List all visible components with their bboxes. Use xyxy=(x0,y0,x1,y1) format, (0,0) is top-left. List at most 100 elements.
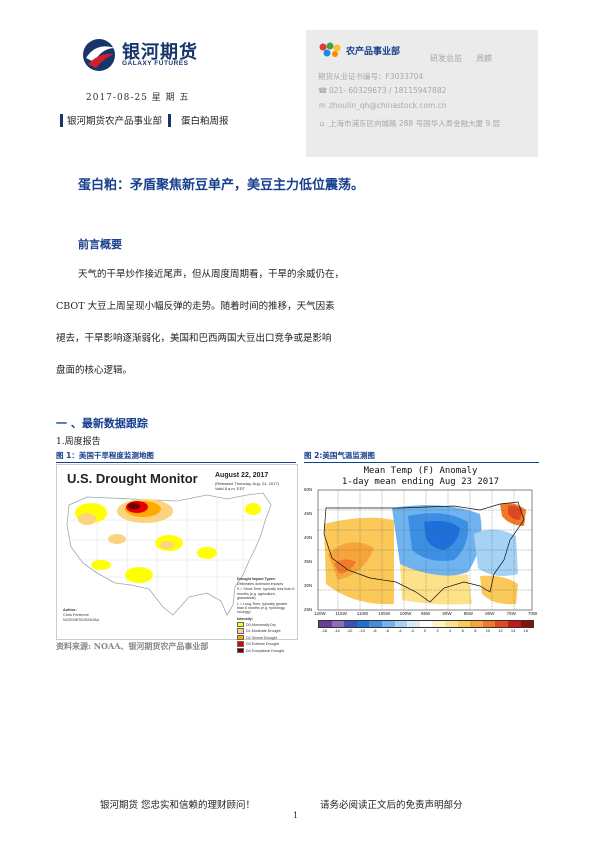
intensity-swatch xyxy=(237,641,244,647)
intensity-swatch xyxy=(237,647,244,654)
lat-label: 50N xyxy=(304,487,313,492)
colorbar-label: 16 xyxy=(523,628,528,633)
intensity-swatch xyxy=(237,628,244,634)
lon-label: 105W xyxy=(378,611,390,616)
intensity-item: D2 Severe Drought xyxy=(237,634,295,641)
colorbar-segment xyxy=(482,621,496,627)
logo-text-en: GALAXY FUTURES xyxy=(122,60,189,67)
report-title: 蛋白粕：矛盾聚焦新豆单产，美豆主力低位震荡。 xyxy=(78,178,365,193)
colorbar-segment xyxy=(432,621,445,627)
colorbar-segment xyxy=(495,621,508,627)
colorbar-label: 12 xyxy=(498,628,503,633)
lon-label: 115W xyxy=(335,611,347,616)
drought-map-date: August 22, 2017 xyxy=(215,472,269,479)
intensity-label: D2 Severe Drought xyxy=(246,635,277,640)
drought-map-title: U.S. Drought Monitor xyxy=(67,471,198,486)
intro-line-3: 褪去，干旱影响逐渐弱化，美国和巴西两国大豆出口竞争或是影响 xyxy=(56,333,332,344)
department-bar: 银河期货农产品事业部 蛋白粕周报 xyxy=(56,112,229,128)
mail-icon: ✉ xyxy=(318,101,326,110)
intensity-item: D0 Abnormally Dry xyxy=(237,621,295,628)
contact-license: 期货从业证书编号：F3033704 xyxy=(318,72,424,81)
footer-slogan: 银河期货 您忠实和信赖的理财顾问！ xyxy=(100,800,256,811)
footer-disclaimer-note: 请务必阅读正文后的免责声明部分 xyxy=(320,800,463,811)
drought-map-release: (Released Thursday, Aug. 24, 2017) xyxy=(215,481,279,486)
colorbar-segment xyxy=(394,621,408,627)
intensity-label: D0 Abnormally Dry xyxy=(246,622,276,627)
colorbar-segment xyxy=(507,621,521,627)
contact-email[interactable]: zhoulin_qh@chinastock.com.cn xyxy=(329,101,447,110)
report-date: 2017-08-25 星 期 五 xyxy=(86,93,190,103)
drought-monitor-map: U.S. Drought Monitor August 22, 2017 (Re… xyxy=(56,464,298,654)
colorbar-label: 10 xyxy=(485,628,491,633)
colorbar-segment xyxy=(356,621,370,627)
lon-label: 95W xyxy=(421,611,431,616)
colorbar-label: 0 xyxy=(423,628,427,633)
fig1-caption: 图 1：美国干旱程度监测地图 xyxy=(56,451,154,460)
author-label: Author: xyxy=(63,608,77,612)
lat-label: 45N xyxy=(304,511,313,516)
intensity-label: D3 Extreme Drought xyxy=(246,642,279,647)
author-name: Chris Fenimore xyxy=(63,613,89,617)
colorbar-segment xyxy=(407,621,420,627)
contact-phone: 021- 60329673 / 18115947882 xyxy=(329,86,447,95)
impact-item: Delineates dominant impacts xyxy=(237,582,284,586)
impact-list: Delineates dominant impacts S = Short-Ter… xyxy=(237,582,295,615)
lon-label: 120W xyxy=(314,611,326,616)
contact-panel: 农产品事业部 研发总监 周麟 期货从业证书编号：F3033704 ☎ 021- 6… xyxy=(306,30,538,157)
temperature-field xyxy=(324,502,526,605)
colorbar-segment xyxy=(319,621,332,627)
section-1-heading: 一 、最新数据跟踪 xyxy=(56,417,148,430)
contact-address-row: ⌂ 上海市浦东区向城路 288 号国华人寿金融大厦 9 层 xyxy=(318,118,501,129)
lon-label: 90W xyxy=(442,611,452,616)
colorbar-label: -14 xyxy=(333,628,340,633)
intensity-item: D4 Exceptional Drought xyxy=(237,647,295,654)
intensity-label: D4 Exceptional Drought xyxy=(246,648,284,653)
drought-map-valid: Valid 8 a.m. EDT xyxy=(215,486,245,491)
intro-line-1: 天气的干旱炒作接近尾声，但从周度周期看，干旱的余威仍在， xyxy=(78,269,345,280)
fig2-divider xyxy=(304,462,539,463)
impact-item: S = Short-Term, typically less than 6 mo… xyxy=(237,587,295,601)
colorbar-label: -12 xyxy=(346,628,353,633)
contact-role: 研发总监 xyxy=(430,54,462,63)
impact-item: L = Long-Term, typically greater than 6 … xyxy=(237,601,288,615)
intro-line-2: CBOT 大豆上周呈现小幅反弹的走势。随着时间的推移，天气因素 xyxy=(56,301,335,312)
colorbar-label: -10 xyxy=(359,628,365,633)
colorbar-segment xyxy=(369,621,382,627)
intensity-title: Intensity: xyxy=(237,616,253,621)
lon-label: 70W xyxy=(528,611,538,616)
intensity-list: D0 Abnormally Dry D1 Moderate Drought D2 S… xyxy=(237,621,295,654)
temperature-anomaly-map: Mean Temp (F) Anomaly 1-day mean ending … xyxy=(304,464,537,636)
contact-name: 周麟 xyxy=(476,54,492,63)
temp-map-title-1: Mean Temp (F) Anomaly xyxy=(363,466,478,476)
section-1-sub: 1.周度报告 xyxy=(56,437,101,447)
intensity-item: D3 Extreme Drought xyxy=(237,641,295,647)
colorbar-label: -8 xyxy=(372,628,377,633)
colorbar-label: -16 xyxy=(321,628,328,633)
legend-title: Drought Impact Types: xyxy=(237,577,276,581)
intensity-label: D1 Moderate Drought xyxy=(246,629,281,634)
phone-icon: ☎ xyxy=(318,86,328,95)
intro-line-4: 盘面的核心逻辑。 xyxy=(56,365,133,376)
contact-dept: 农产品事业部 xyxy=(346,47,401,57)
separator xyxy=(60,113,63,127)
colorbar-label: -2 xyxy=(410,628,415,633)
lon-label: 100W xyxy=(399,611,412,616)
lat-label: 30N xyxy=(304,583,313,588)
temperature-colorbar xyxy=(318,620,534,628)
contact-phone-row: ☎ 021- 60329673 / 18115947882 xyxy=(318,86,446,95)
author-org: NCEI/NESDIS/NOAA xyxy=(63,618,100,622)
data-source-note: 资料来源: NOAA、银河期货农产品事业部 xyxy=(56,641,209,651)
drought-legend: Drought Impact Types: Delineates dominan… xyxy=(237,577,295,654)
colorbar-label: 4 xyxy=(449,628,452,633)
intensity-swatch xyxy=(237,621,244,628)
colorbar-label: -6 xyxy=(385,628,390,633)
lon-label: 110W xyxy=(356,611,369,616)
colorbar-segment xyxy=(331,621,345,627)
us-outline-shape xyxy=(66,492,272,616)
report-type: 蛋白粕周报 xyxy=(181,116,229,127)
lat-label: 40N xyxy=(304,535,313,540)
lon-label: 75W xyxy=(506,611,516,616)
drought-shading xyxy=(75,499,261,583)
galaxy-logo-icon xyxy=(83,39,115,71)
drought-author-block: Author: Chris Fenimore NCEI/NESDIS/NOAA xyxy=(63,608,99,623)
